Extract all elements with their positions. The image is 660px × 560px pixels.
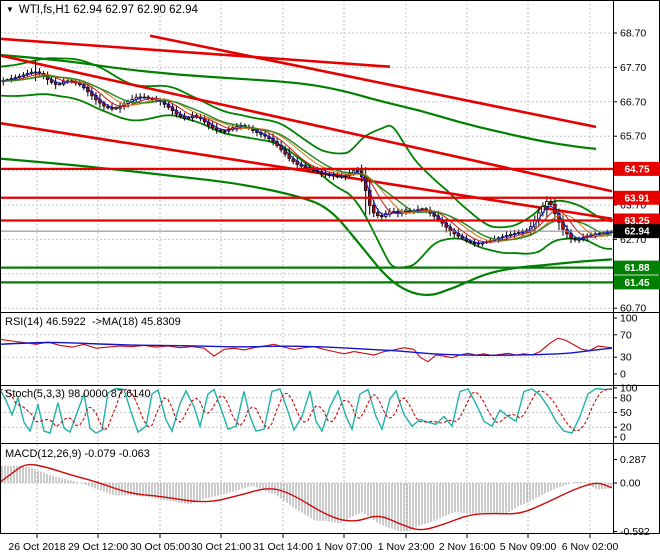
moving-average-2	[0, 73, 613, 243]
price-badge-bg	[614, 275, 660, 290]
rsi-axis-label: 0	[620, 369, 626, 381]
bollinger-outer-upper	[0, 53, 597, 150]
price-axis-label: 60.70	[620, 303, 646, 315]
trendline-2[interactable]	[149, 34, 597, 129]
price-badge-bg	[614, 260, 660, 275]
rsi-axis-label: 30	[620, 352, 632, 364]
price-badge: 64.75	[614, 161, 660, 176]
candle-bear	[299, 164, 303, 167]
macd-axis-label: -0.592	[620, 526, 650, 538]
price-badge-label: 62.94	[624, 227, 649, 238]
candle-bear	[376, 212, 380, 217]
price-axis-label: 65.70	[620, 131, 646, 143]
stoch-axis-label: 20	[620, 422, 632, 434]
candle-bear	[380, 214, 384, 218]
rsi-panel[interactable]	[0, 337, 613, 363]
price-badge: 62.94	[614, 224, 660, 239]
time-axis-label: 31 Oct 14:00	[253, 541, 313, 553]
price-badge: 63.25	[614, 213, 660, 228]
candle-bull	[57, 83, 62, 86]
candle-bear	[53, 81, 58, 85]
rsi-axis-label: 70	[620, 329, 632, 341]
chart-title: WTI,fs,H1 62.94 62.97 62.90 62.94	[18, 4, 198, 16]
price-badge-label: 61.88	[624, 263, 649, 274]
candle-bear	[219, 129, 223, 132]
trendline-4[interactable]	[0, 121, 613, 221]
time-axis-label: 6 Nov 02:00	[562, 541, 619, 553]
macd-axis-label: 0.287	[620, 454, 646, 466]
price-axis-label: 67.70	[620, 62, 646, 74]
stoch-d-line	[0, 388, 613, 432]
moving-average-1	[0, 72, 613, 244]
macd-signal-line	[0, 463, 613, 531]
time-axis: 26 Oct 2018 29 Oct 12:00 30 Oct 05:00 30 Oc…	[8, 533, 618, 553]
time-axis-label: 1 Nov 23:00	[378, 541, 435, 553]
price-badge-bg	[614, 213, 660, 228]
candle-bear	[472, 242, 477, 244]
price-badge-label: 64.75	[624, 164, 649, 175]
candle-bull	[420, 208, 424, 211]
stoch-axis-label: 50	[620, 407, 632, 419]
price-badge: 61.88	[614, 260, 660, 275]
macd-axis-label: 0.00	[620, 478, 641, 490]
price-badge-label: 63.91	[624, 193, 649, 204]
main-price-panel[interactable]	[0, 34, 613, 296]
candle-bear	[223, 130, 227, 133]
stoch-axis-label: 80	[620, 392, 632, 404]
candle-bear	[565, 229, 569, 235]
macd-panel[interactable]	[0, 463, 613, 532]
price-axis-label: 68.70	[620, 28, 646, 40]
candle-bear	[573, 238, 577, 241]
chart-dropdown-arrow-icon[interactable]: ▼	[6, 5, 14, 14]
macd-indicator-label: MACD(12,26,9) -0.079 -0.063	[5, 448, 150, 460]
price-axis-label: 66.70	[620, 96, 646, 108]
rsi-ma-line	[0, 341, 613, 357]
stoch-axis-label: 0	[620, 432, 626, 444]
price-badge-label: 61.45	[624, 278, 649, 289]
candle-bull	[577, 238, 581, 241]
candle-bull	[355, 170, 360, 172]
time-axis-label: 2 Nov 16:00	[439, 541, 496, 553]
stochastic-panel[interactable]	[0, 387, 613, 435]
bollinger-inner-upper	[0, 57, 613, 229]
bollinger-inner-lower	[0, 93, 613, 269]
stoch-indicator-label: Stoch(5,3,3) 98.0000 87.6140	[5, 388, 151, 400]
candle-bear	[372, 205, 376, 214]
time-axis-label: 1 Nov 07:00	[316, 541, 373, 553]
stoch-k-line	[0, 387, 613, 435]
time-axis-label: 30 Oct 21:00	[191, 541, 251, 553]
candle-bear	[549, 200, 553, 205]
rsi-axis-label: 100	[620, 313, 638, 325]
trendline-1[interactable]	[0, 37, 391, 69]
panel-borders	[0, 0, 660, 534]
time-axis-label: 5 Nov 09:00	[500, 541, 557, 553]
price-badge: 61.45	[614, 275, 660, 290]
time-axis-label: 29 Oct 12:00	[68, 541, 128, 553]
rsi-indicator-label: RSI(14) 46.5922 ->MA(18) 45.8309	[5, 316, 181, 328]
price-badge-bg	[614, 224, 660, 239]
candle-bull	[186, 117, 191, 120]
price-badge: 63.91	[614, 190, 660, 205]
chart-titlebar: ▼ WTI,fs,H1 62.94 62.97 62.90 62.94	[6, 4, 198, 16]
time-axis-label: 30 Oct 05:00	[130, 541, 190, 553]
moving-average-4	[0, 75, 613, 241]
price-badge-bg	[614, 161, 660, 176]
candle-bear	[291, 158, 295, 162]
price-badge-bg	[614, 190, 660, 205]
candle-bear	[106, 105, 110, 109]
candle-bull	[545, 201, 549, 207]
price-badge-label: 63.25	[624, 216, 649, 227]
candle-bear	[215, 127, 219, 131]
stoch-axis-label: 100	[620, 383, 638, 395]
time-axis-label: 26 Oct 2018	[8, 541, 65, 553]
